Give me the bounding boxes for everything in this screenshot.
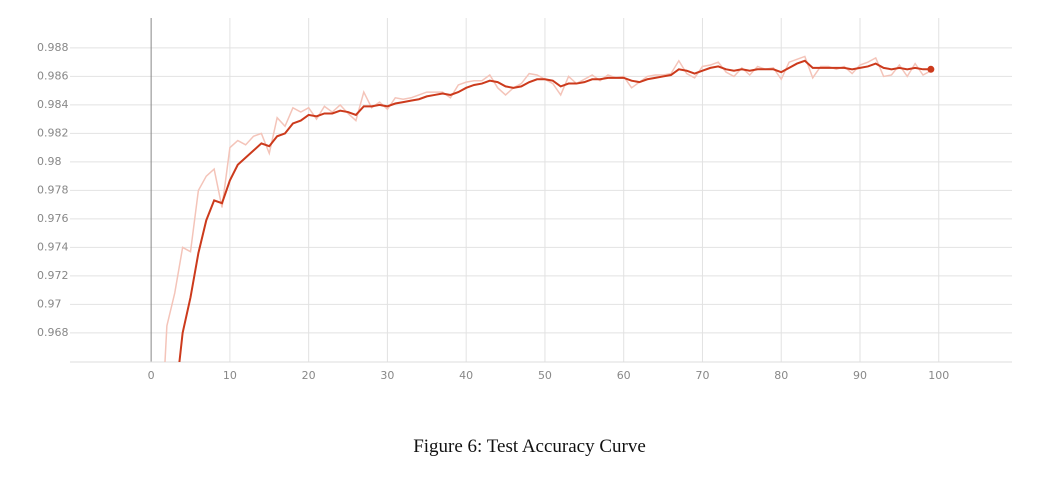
series-line bbox=[178, 59, 931, 362]
y-tick-label: 0.988 bbox=[37, 41, 69, 54]
y-tick-label: 0.984 bbox=[37, 98, 69, 111]
end-point bbox=[927, 65, 935, 73]
y-tick-label: 0.982 bbox=[37, 126, 69, 139]
y-tick-label: 0.978 bbox=[37, 183, 69, 196]
plot-area bbox=[164, 55, 932, 362]
x-tick-label: 90 bbox=[853, 369, 867, 382]
x-tick-label: 30 bbox=[380, 369, 394, 382]
caption: Figure 6: Test Accuracy Curve bbox=[413, 436, 646, 457]
x-tick-label: 80 bbox=[774, 369, 788, 382]
y-tick-label: 0.972 bbox=[37, 269, 69, 282]
chart: 0.968 0.97 0.972 0.974 0.976 0.978 0.98 0.982 0.… bbox=[37, 18, 1012, 382]
x-tick-label: 60 bbox=[617, 369, 631, 382]
y-tick-label: 0.98 bbox=[37, 155, 62, 168]
x-tick-label: 100 bbox=[928, 369, 949, 382]
y-tick-label: 0.974 bbox=[37, 240, 69, 253]
y-tick-label: 0.968 bbox=[37, 326, 69, 339]
x-tick-label: 50 bbox=[538, 369, 552, 382]
y-tick-label: 0.976 bbox=[37, 212, 69, 225]
x-tick-label: 70 bbox=[695, 369, 709, 382]
x-tick-label: 20 bbox=[302, 369, 316, 382]
x-tick-label: 40 bbox=[459, 369, 473, 382]
x-tick-label: 10 bbox=[223, 369, 237, 382]
y-tick-label: 0.97 bbox=[37, 297, 62, 310]
x-tick-label: 0 bbox=[148, 369, 155, 382]
y-tick-label: 0.986 bbox=[37, 69, 69, 82]
